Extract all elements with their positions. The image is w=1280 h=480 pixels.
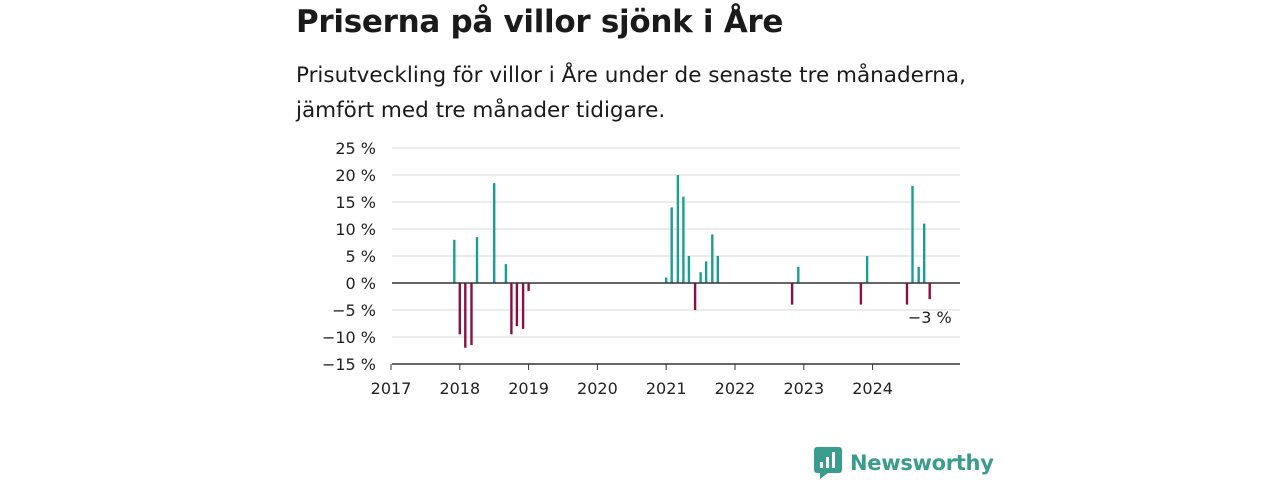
y-tick-label: 5 % (346, 247, 376, 266)
bar (699, 272, 702, 283)
x-tick-label: 2018 (439, 379, 480, 398)
bar (453, 239, 456, 283)
bar (865, 256, 869, 283)
chart-title: Priserna på villor sjönk i Åre (296, 4, 784, 40)
brand-name: Newsworthy (850, 451, 994, 475)
bar (676, 175, 680, 283)
annotations: −3 % (908, 308, 952, 327)
newsworthy-logo: Newsworthy (814, 446, 994, 480)
y-tick-label: 25 % (335, 139, 376, 158)
x-tick-label: 2019 (508, 379, 549, 398)
bar (475, 237, 479, 283)
bar (859, 283, 863, 305)
y-tick-label: 10 % (335, 220, 376, 239)
bar (464, 283, 467, 348)
y-tick-label: 15 % (335, 193, 376, 212)
axes (392, 282, 960, 365)
chart-subtitle: Prisutveckling för villor i Åre under de… (296, 63, 966, 123)
x-axis-ticks: 2017 2018 2019 2020 2021 2022 2023 2024 (371, 364, 893, 398)
y-tick-label: 20 % (335, 166, 376, 185)
y-tick-label: 0 % (346, 274, 376, 293)
x-tick-label: 2022 (715, 379, 756, 398)
bar (711, 234, 714, 283)
bar (493, 183, 496, 283)
bar (790, 283, 794, 305)
bar (687, 256, 691, 283)
bar (470, 283, 473, 346)
x-tick-label: 2021 (646, 379, 687, 398)
y-tick-label: −10 % (322, 328, 376, 347)
bar (905, 283, 909, 305)
bar (521, 283, 525, 329)
x-tick-label: 2024 (852, 379, 893, 398)
newsworthy-icon (814, 447, 842, 479)
bar (458, 283, 461, 335)
last-value-label: −3 % (908, 308, 952, 327)
bar (923, 223, 926, 283)
x-tick-label: 2020 (577, 379, 618, 398)
bar (704, 261, 708, 283)
bar (682, 196, 685, 283)
gridlines (392, 147, 960, 338)
bar (527, 283, 530, 292)
bar (917, 266, 920, 283)
bar-chart: 25 % 20 % 15 % 10 % 5 % 0 % −5 % −10 % −15 % 201… (322, 139, 960, 398)
x-tick-label: 2023 (783, 379, 824, 398)
y-tick-label: −5 % (332, 301, 376, 320)
bar (504, 264, 508, 283)
bar (911, 185, 914, 283)
bar (510, 283, 513, 335)
y-axis-ticks: 25 % 20 % 15 % 10 % 5 % 0 % −5 % −10 % −15 % (322, 139, 376, 374)
bar (928, 283, 931, 300)
x-tick-label: 2017 (371, 379, 412, 398)
bar (670, 207, 673, 283)
bar (716, 256, 719, 283)
bar (797, 266, 800, 283)
y-tick-label: −15 % (322, 355, 376, 374)
bar (693, 283, 697, 310)
bar (665, 277, 668, 283)
bars (453, 175, 931, 348)
bar (515, 283, 519, 327)
